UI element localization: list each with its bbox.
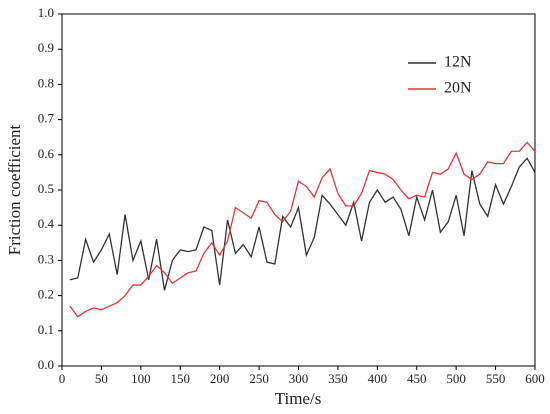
x-tick-label: 0	[59, 371, 66, 386]
y-tick-label: 0.0	[38, 357, 54, 372]
x-tick-label: 100	[131, 371, 151, 386]
x-tick-label: 200	[210, 371, 230, 386]
legend-label: 20N	[444, 80, 472, 97]
x-tick-label: 450	[407, 371, 427, 386]
y-tick-label: 0.7	[38, 111, 55, 126]
line	[69, 141, 536, 318]
x-tick-label: 550	[486, 371, 506, 386]
y-tick-label: 0.6	[38, 146, 55, 161]
y-tick-label: 0.8	[38, 75, 54, 90]
x-tick-label: 350	[328, 371, 348, 386]
y-tick-label: 0.3	[38, 251, 54, 266]
x-tick-label: 400	[368, 371, 388, 386]
legend-label: 12N	[444, 54, 472, 71]
y-axis-title: Friction coefficient	[5, 125, 24, 256]
y-tick-label: 0.5	[38, 181, 54, 196]
y-tick-label: 0.1	[38, 322, 54, 337]
y-tick-label: 1.0	[38, 5, 54, 20]
plot-frame	[61, 13, 536, 367]
line	[69, 157, 536, 291]
x-tick-label: 50	[95, 371, 108, 386]
x-axis-title: Time/s	[275, 389, 322, 408]
x-tick-label: 300	[289, 371, 309, 386]
x-tick-label: 250	[249, 371, 269, 386]
y-tick-label: 0.2	[38, 287, 54, 302]
x-tick-label: 500	[446, 371, 466, 386]
y-tick-label: 0.4	[38, 216, 55, 231]
x-tick-label: 150	[171, 371, 191, 386]
y-tick-label: 0.9	[38, 40, 54, 55]
x-tick-label: 600	[525, 371, 545, 386]
